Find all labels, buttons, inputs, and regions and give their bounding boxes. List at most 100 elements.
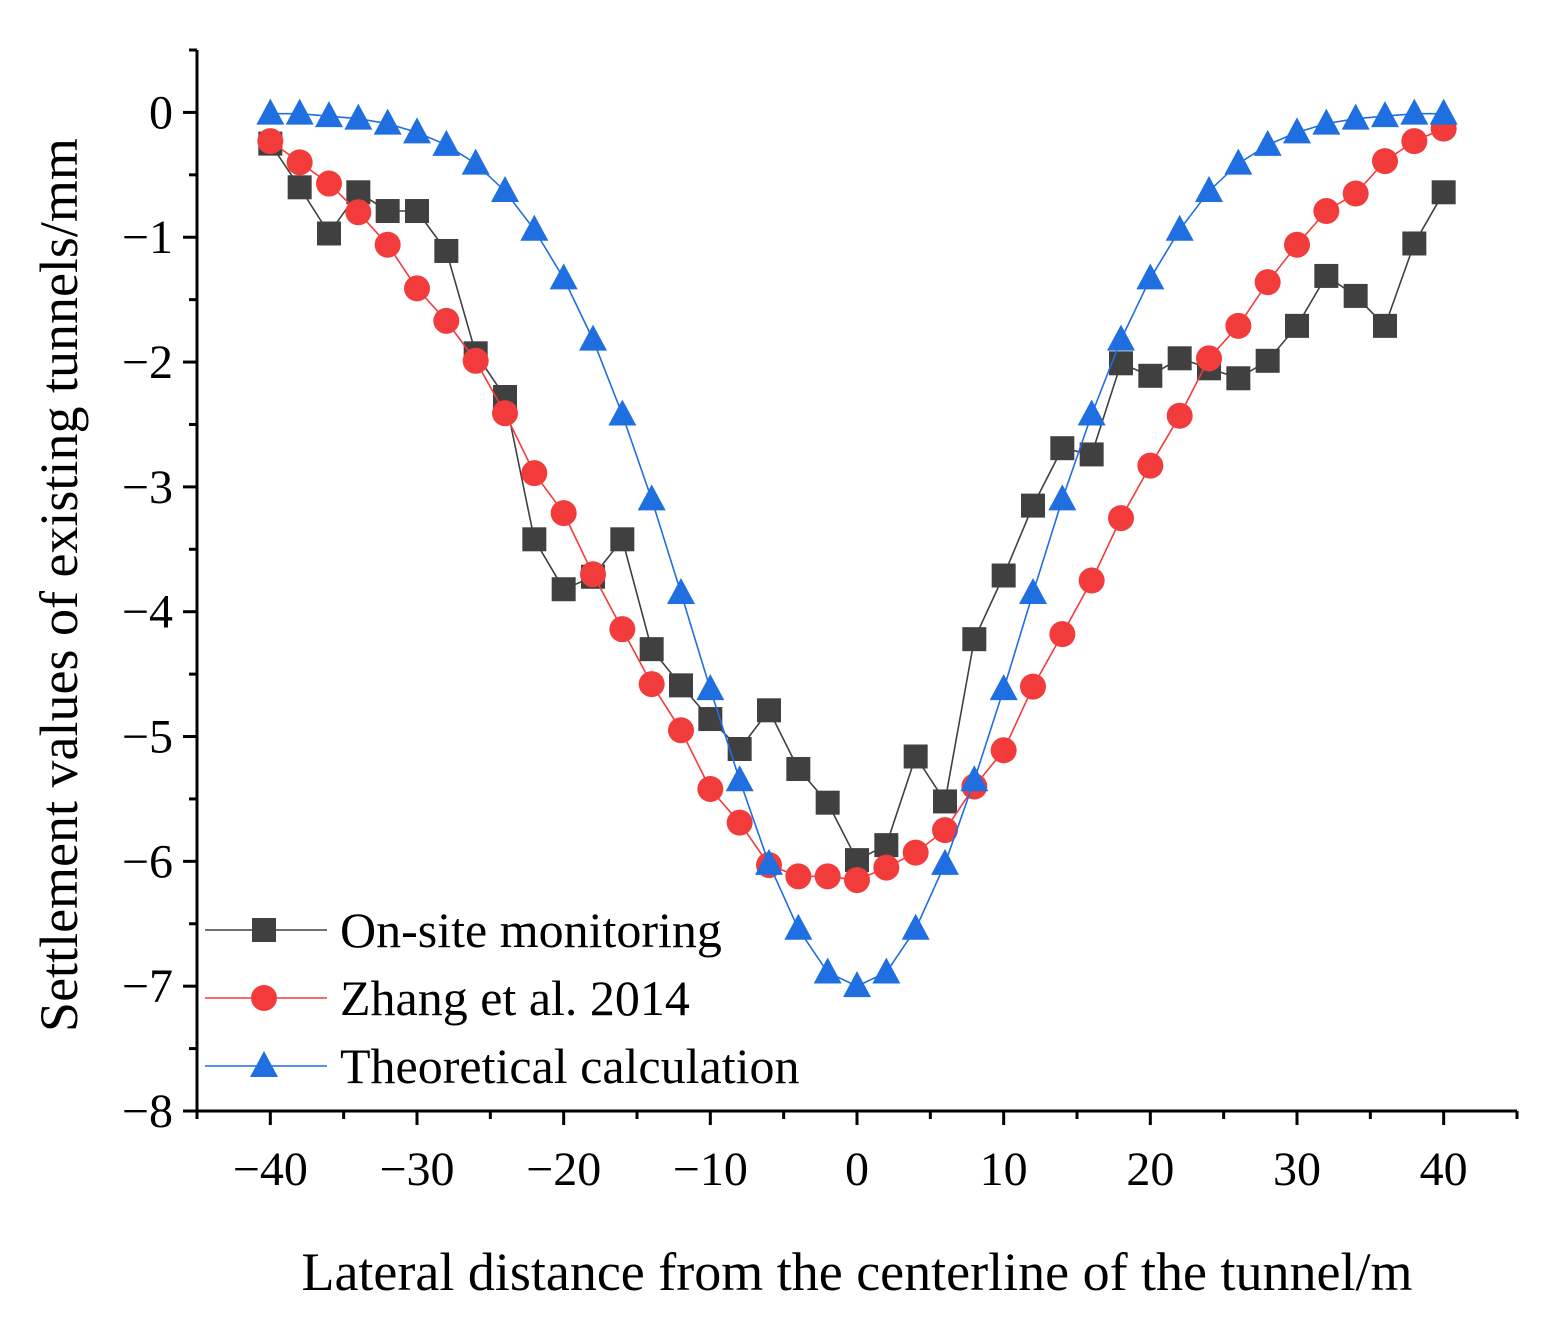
data-point (1138, 363, 1163, 388)
data-point (404, 275, 430, 302)
data-point (316, 170, 342, 197)
y-tick-label: −1 (122, 211, 173, 264)
data-point (521, 460, 548, 487)
data-point (989, 674, 1018, 701)
data-point (668, 717, 694, 744)
data-point (375, 199, 400, 224)
series-triangle (256, 98, 1458, 998)
data-point (1077, 399, 1106, 426)
legend-label: Theoretical calculation (340, 1038, 799, 1094)
data-point (1253, 129, 1282, 156)
axes: −40 −30 −20 −10 0 10 20 30 40 0 −1 −2 −3 −4 −5 −6 −7 −8 (122, 48, 1519, 1196)
data-point (374, 231, 401, 258)
data-point (1343, 283, 1368, 308)
data-point (639, 637, 664, 662)
data-point (1372, 148, 1398, 175)
x-tick-label: 10 (980, 1143, 1028, 1196)
x-tick-label: −30 (379, 1143, 454, 1196)
y-tick-label: 0 (149, 86, 173, 139)
x-tick-label: −10 (673, 1143, 748, 1196)
data-point (785, 863, 812, 890)
y-tick-label: −3 (122, 461, 173, 514)
data-point (844, 867, 870, 894)
data-point (345, 199, 372, 226)
data-point (757, 698, 781, 723)
data-point (550, 500, 577, 527)
data-point (1431, 180, 1456, 205)
y-tick-label: −5 (122, 711, 173, 764)
data-point (1312, 108, 1341, 135)
data-point (580, 561, 606, 588)
data-point (491, 176, 519, 203)
data-point (637, 484, 666, 511)
data-point (1078, 567, 1105, 594)
data-point (1341, 103, 1370, 130)
y-tick-label: −7 (122, 960, 173, 1013)
data-point (608, 399, 637, 426)
data-point (903, 744, 928, 769)
x-tick-label: 30 (1273, 1143, 1321, 1196)
data-point (403, 117, 431, 144)
data-point (1429, 98, 1458, 125)
data-point (1136, 263, 1165, 290)
data-point (462, 347, 489, 374)
data-point (256, 98, 285, 125)
legend-marker (250, 1051, 278, 1077)
data-point (815, 790, 840, 815)
x-tick-label: −20 (526, 1143, 601, 1196)
series-circle (257, 115, 1457, 894)
data-point (872, 957, 901, 984)
data-point (1195, 176, 1223, 203)
data-point (1224, 148, 1253, 175)
legend-marker (252, 918, 276, 942)
data-point (1050, 436, 1075, 461)
data-point (1226, 366, 1251, 391)
data-point (1167, 346, 1192, 371)
data-point (1284, 231, 1310, 258)
data-point (1342, 180, 1369, 207)
data-point (725, 765, 754, 792)
data-point (1079, 442, 1104, 467)
x-axis-title: Lateral distance from the centerline of … (301, 1242, 1412, 1302)
data-point (1021, 493, 1045, 518)
legend-label: On-site monitoring (340, 902, 722, 958)
data-point (405, 199, 429, 224)
data-point (698, 707, 723, 732)
data-point (434, 238, 459, 263)
legend: On-site monitoring Zhang et al. 2014 Theor… (205, 902, 799, 1094)
legend-item: Theoretical calculation (205, 1038, 799, 1094)
data-point (933, 789, 957, 814)
data-point (1019, 577, 1047, 604)
data-point (990, 737, 1017, 764)
y-axis-title: Settlement values of existing tunnels/mm (29, 138, 89, 1032)
data-point (1254, 269, 1281, 296)
data-point (813, 957, 842, 984)
y-tick-label: −6 (122, 835, 173, 888)
x-tick-label: 20 (1126, 1143, 1174, 1196)
series-square (258, 131, 1456, 873)
data-point (1401, 128, 1428, 155)
legend-label: Zhang et al. 2014 (340, 970, 690, 1026)
data-point (667, 577, 695, 604)
data-point (1402, 231, 1427, 256)
data-point (1400, 98, 1429, 125)
data-point (874, 833, 899, 858)
data-point (1371, 101, 1399, 128)
data-point (432, 129, 461, 156)
data-point (373, 108, 402, 135)
data-point (697, 775, 724, 802)
data-point (287, 175, 312, 200)
data-point (755, 848, 783, 875)
series-layer (256, 98, 1458, 998)
data-point (902, 839, 929, 866)
data-point (962, 627, 987, 652)
x-tick-label: −40 (233, 1143, 308, 1196)
data-point (609, 616, 636, 643)
data-point (1196, 345, 1222, 372)
data-point (1283, 117, 1311, 144)
data-point (551, 577, 576, 602)
data-point (344, 103, 373, 130)
data-point (1166, 402, 1193, 429)
data-point (931, 848, 959, 875)
